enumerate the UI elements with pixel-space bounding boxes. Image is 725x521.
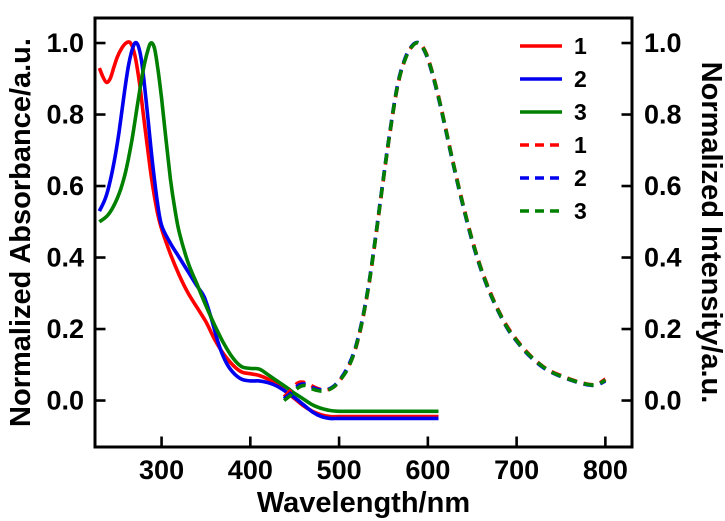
series-group — [97, 40, 607, 421]
y-right-tick-label: 1.0 — [644, 28, 682, 58]
x-tick-label: 700 — [494, 455, 539, 485]
x-tick-label: 800 — [583, 455, 628, 485]
plot-border — [93, 16, 634, 449]
y-axis-right: 0.0 0.2 0.4 0.6 0.8 1.0 — [621, 28, 682, 416]
y-left-tick-label: 0.4 — [46, 243, 84, 273]
series-abs-1 — [97, 40, 439, 419]
series-em-2 — [282, 40, 607, 401]
series-abs-2 — [97, 40, 439, 421]
y-left-tick-label: 0.8 — [46, 100, 84, 130]
x-axis-label: Wavelength/nm — [257, 487, 470, 519]
x-tick-label: 600 — [405, 455, 450, 485]
x-tick-label: 300 — [139, 455, 184, 485]
legend-label: 2 — [574, 66, 587, 92]
x-tick-label: 500 — [317, 455, 362, 485]
x-tick-label: 400 — [228, 455, 273, 485]
x-axis: 300 400 500 600 700 800 — [139, 436, 628, 485]
legend-label: 1 — [574, 132, 587, 158]
y-axis-left-label: Normalized Absorbance/a.u. — [5, 38, 37, 427]
y-right-tick-label: 0.0 — [644, 386, 682, 416]
legend-label: 1 — [574, 33, 587, 59]
y-left-tick-label: 0.2 — [46, 314, 84, 344]
y-left-tick-label: 0.6 — [46, 171, 84, 201]
series-em-3 — [282, 40, 607, 402]
y-right-tick-label: 0.8 — [644, 100, 682, 130]
series-abs-3 — [98, 41, 439, 414]
legend-label: 3 — [574, 99, 587, 125]
y-right-tick-label: 0.2 — [644, 314, 682, 344]
y-left-tick-label: 1.0 — [46, 28, 84, 58]
legend: 1 2 3 1 2 3 — [520, 33, 587, 224]
legend-label: 2 — [574, 165, 587, 191]
y-right-tick-label: 0.4 — [644, 243, 682, 273]
y-axis-right-label: Normalized Intensity/a.u. — [695, 62, 725, 404]
legend-label: 3 — [574, 198, 587, 224]
y-right-tick-label: 0.6 — [644, 171, 682, 201]
y-left-tick-label: 0.0 — [46, 386, 84, 416]
y-axis-left: 0.0 0.2 0.4 0.6 0.8 1.0 — [46, 28, 106, 416]
series-em-1 — [282, 40, 607, 399]
